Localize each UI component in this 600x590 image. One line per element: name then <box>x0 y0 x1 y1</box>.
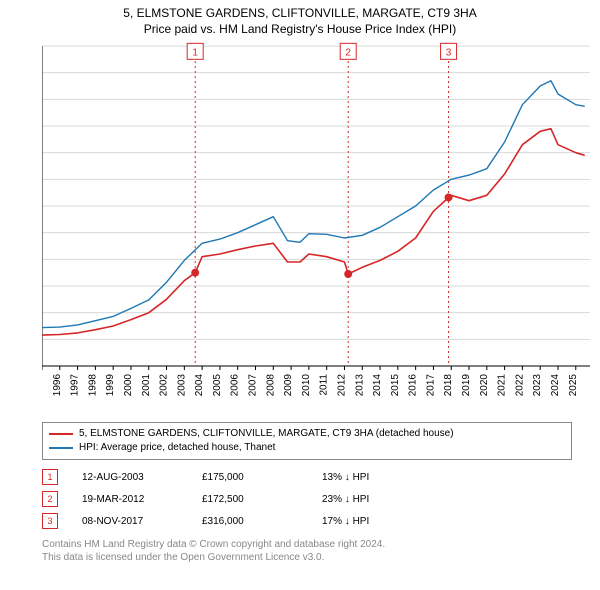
event-delta: 23% ↓ HPI <box>322 494 442 505</box>
svg-text:2000: 2000 <box>123 374 134 397</box>
svg-text:2002: 2002 <box>159 374 170 397</box>
svg-text:2001: 2001 <box>141 374 152 397</box>
svg-text:2008: 2008 <box>265 374 276 397</box>
svg-text:2007: 2007 <box>248 374 259 397</box>
svg-text:2024: 2024 <box>550 374 561 397</box>
svg-text:2018: 2018 <box>443 374 454 397</box>
svg-text:2013: 2013 <box>354 374 365 397</box>
chart-title-block: 5, ELMSTONE GARDENS, CLIFTONVILLE, MARGA… <box>0 0 600 37</box>
legend-label-property: 5, ELMSTONE GARDENS, CLIFTONVILLE, MARGA… <box>79 427 454 441</box>
svg-text:2009: 2009 <box>283 374 294 397</box>
svg-text:2016: 2016 <box>408 374 419 397</box>
footnote: Contains HM Land Registry data © Crown c… <box>42 538 385 564</box>
legend-label-hpi: HPI: Average price, detached house, Than… <box>79 441 275 455</box>
svg-text:2015: 2015 <box>390 374 401 397</box>
svg-text:1: 1 <box>192 47 198 58</box>
title-line-2: Price paid vs. HM Land Registry's House … <box>0 22 600 38</box>
svg-text:1998: 1998 <box>87 374 98 397</box>
svg-text:2: 2 <box>345 47 351 58</box>
svg-text:2004: 2004 <box>194 374 205 397</box>
title-line-1: 5, ELMSTONE GARDENS, CLIFTONVILLE, MARGA… <box>0 6 600 22</box>
svg-text:2021: 2021 <box>497 374 508 397</box>
svg-text:2025: 2025 <box>568 374 579 397</box>
legend-row: HPI: Average price, detached house, Than… <box>49 441 565 455</box>
svg-text:2023: 2023 <box>532 374 543 397</box>
price-chart: £0£50K£100K£150K£200K£250K£300K£350K£400… <box>42 42 592 412</box>
svg-text:2006: 2006 <box>230 374 241 397</box>
event-price: £172,500 <box>202 494 322 505</box>
svg-text:2003: 2003 <box>176 374 187 397</box>
event-date: 12-AUG-2003 <box>82 472 202 483</box>
legend-row: 5, ELMSTONE GARDENS, CLIFTONVILLE, MARGA… <box>49 427 565 441</box>
legend-swatch-property <box>49 433 73 435</box>
event-badge: 3 <box>42 513 58 529</box>
event-delta: 13% ↓ HPI <box>322 472 442 483</box>
event-table: 1 12-AUG-2003 £175,000 13% ↓ HPI 2 19-MA… <box>42 466 442 532</box>
svg-text:2019: 2019 <box>461 374 472 397</box>
svg-text:2012: 2012 <box>336 374 347 397</box>
legend-swatch-hpi <box>49 447 73 449</box>
event-price: £175,000 <box>202 472 322 483</box>
svg-text:1995: 1995 <box>42 374 45 397</box>
svg-text:2017: 2017 <box>425 374 436 397</box>
svg-text:1997: 1997 <box>70 374 81 397</box>
svg-text:2020: 2020 <box>479 374 490 397</box>
event-row: 1 12-AUG-2003 £175,000 13% ↓ HPI <box>42 466 442 488</box>
event-badge: 1 <box>42 469 58 485</box>
svg-text:2022: 2022 <box>514 374 525 397</box>
event-badge: 2 <box>42 491 58 507</box>
legend: 5, ELMSTONE GARDENS, CLIFTONVILLE, MARGA… <box>42 422 572 460</box>
footnote-line-2: This data is licensed under the Open Gov… <box>42 551 385 564</box>
event-delta: 17% ↓ HPI <box>322 516 442 527</box>
svg-text:2014: 2014 <box>372 374 383 397</box>
event-date: 19-MAR-2012 <box>82 494 202 505</box>
footnote-line-1: Contains HM Land Registry data © Crown c… <box>42 538 385 551</box>
event-row: 3 08-NOV-2017 £316,000 17% ↓ HPI <box>42 510 442 532</box>
svg-text:1999: 1999 <box>105 374 116 397</box>
svg-text:2011: 2011 <box>319 374 330 396</box>
event-price: £316,000 <box>202 516 322 527</box>
svg-text:3: 3 <box>446 47 452 58</box>
event-date: 08-NOV-2017 <box>82 516 202 527</box>
svg-text:2005: 2005 <box>212 374 223 397</box>
svg-text:1996: 1996 <box>52 374 63 397</box>
event-row: 2 19-MAR-2012 £172,500 23% ↓ HPI <box>42 488 442 510</box>
svg-text:2010: 2010 <box>301 374 312 397</box>
